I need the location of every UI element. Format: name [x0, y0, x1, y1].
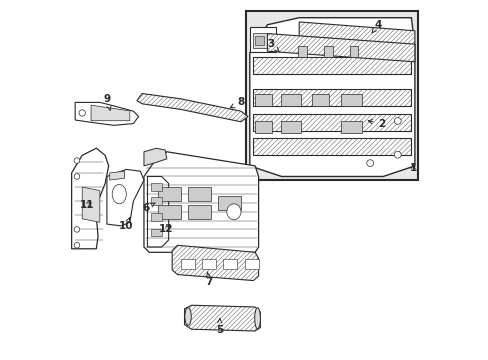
Text: 10: 10 [119, 218, 133, 231]
Text: 8: 8 [230, 98, 244, 108]
Bar [340, 121, 361, 133]
Bar [253, 32, 270, 48]
Polygon shape [71, 148, 108, 249]
Bar [349, 46, 358, 57]
Bar [151, 183, 161, 190]
Bar [151, 229, 161, 237]
Polygon shape [253, 57, 410, 74]
Polygon shape [137, 94, 247, 122]
Ellipse shape [79, 110, 85, 116]
Bar [158, 187, 181, 201]
Polygon shape [249, 27, 276, 52]
Bar [151, 197, 161, 205]
Ellipse shape [226, 204, 241, 220]
Bar [246, 12, 418, 180]
Polygon shape [299, 22, 414, 45]
Text: 11: 11 [80, 200, 95, 210]
Bar [151, 213, 161, 221]
Bar [244, 259, 258, 269]
Text: 9: 9 [103, 94, 111, 110]
Polygon shape [184, 305, 260, 331]
Polygon shape [82, 187, 100, 222]
Polygon shape [75, 102, 139, 125]
Polygon shape [299, 22, 414, 45]
Ellipse shape [103, 111, 110, 117]
Polygon shape [109, 171, 124, 180]
Polygon shape [267, 33, 414, 62]
Text: 2: 2 [367, 118, 385, 129]
Polygon shape [253, 138, 410, 155]
Ellipse shape [91, 110, 98, 116]
Ellipse shape [74, 158, 80, 163]
Ellipse shape [184, 308, 191, 325]
Bar [188, 187, 210, 201]
Bar [188, 205, 210, 219]
Polygon shape [253, 114, 410, 131]
Polygon shape [137, 94, 247, 122]
Polygon shape [184, 305, 260, 331]
Polygon shape [143, 152, 258, 252]
Ellipse shape [393, 118, 400, 124]
Bar [254, 121, 271, 133]
Polygon shape [107, 170, 143, 226]
Text: 4: 4 [371, 20, 382, 33]
Text: 5: 5 [216, 319, 223, 335]
Polygon shape [91, 105, 130, 121]
Bar [218, 196, 241, 210]
Ellipse shape [74, 174, 80, 179]
Bar [254, 94, 271, 106]
Polygon shape [249, 18, 414, 176]
Bar [202, 259, 216, 269]
Text: 1: 1 [408, 163, 416, 173]
Bar [255, 36, 264, 45]
Bar [340, 94, 361, 106]
Polygon shape [253, 89, 410, 106]
Ellipse shape [74, 242, 80, 248]
Ellipse shape [116, 113, 122, 119]
Bar [297, 46, 306, 57]
Polygon shape [267, 33, 414, 62]
Ellipse shape [112, 184, 126, 204]
Polygon shape [143, 148, 166, 166]
Bar [280, 94, 301, 106]
Bar [223, 259, 237, 269]
Polygon shape [253, 89, 410, 106]
Polygon shape [253, 57, 410, 74]
Polygon shape [253, 138, 410, 155]
Bar [181, 259, 195, 269]
Text: 6: 6 [142, 203, 155, 213]
Polygon shape [172, 245, 258, 280]
Bar [311, 94, 328, 106]
Polygon shape [253, 114, 410, 131]
Text: 12: 12 [159, 224, 173, 234]
Polygon shape [147, 176, 168, 247]
Bar [280, 121, 301, 133]
Ellipse shape [366, 160, 373, 167]
Polygon shape [172, 245, 258, 280]
Ellipse shape [393, 151, 400, 158]
Bar [158, 205, 181, 219]
Text: 3: 3 [267, 39, 279, 52]
Bar [323, 46, 332, 57]
Text: 7: 7 [205, 272, 212, 287]
Ellipse shape [74, 226, 80, 232]
Ellipse shape [254, 308, 260, 329]
